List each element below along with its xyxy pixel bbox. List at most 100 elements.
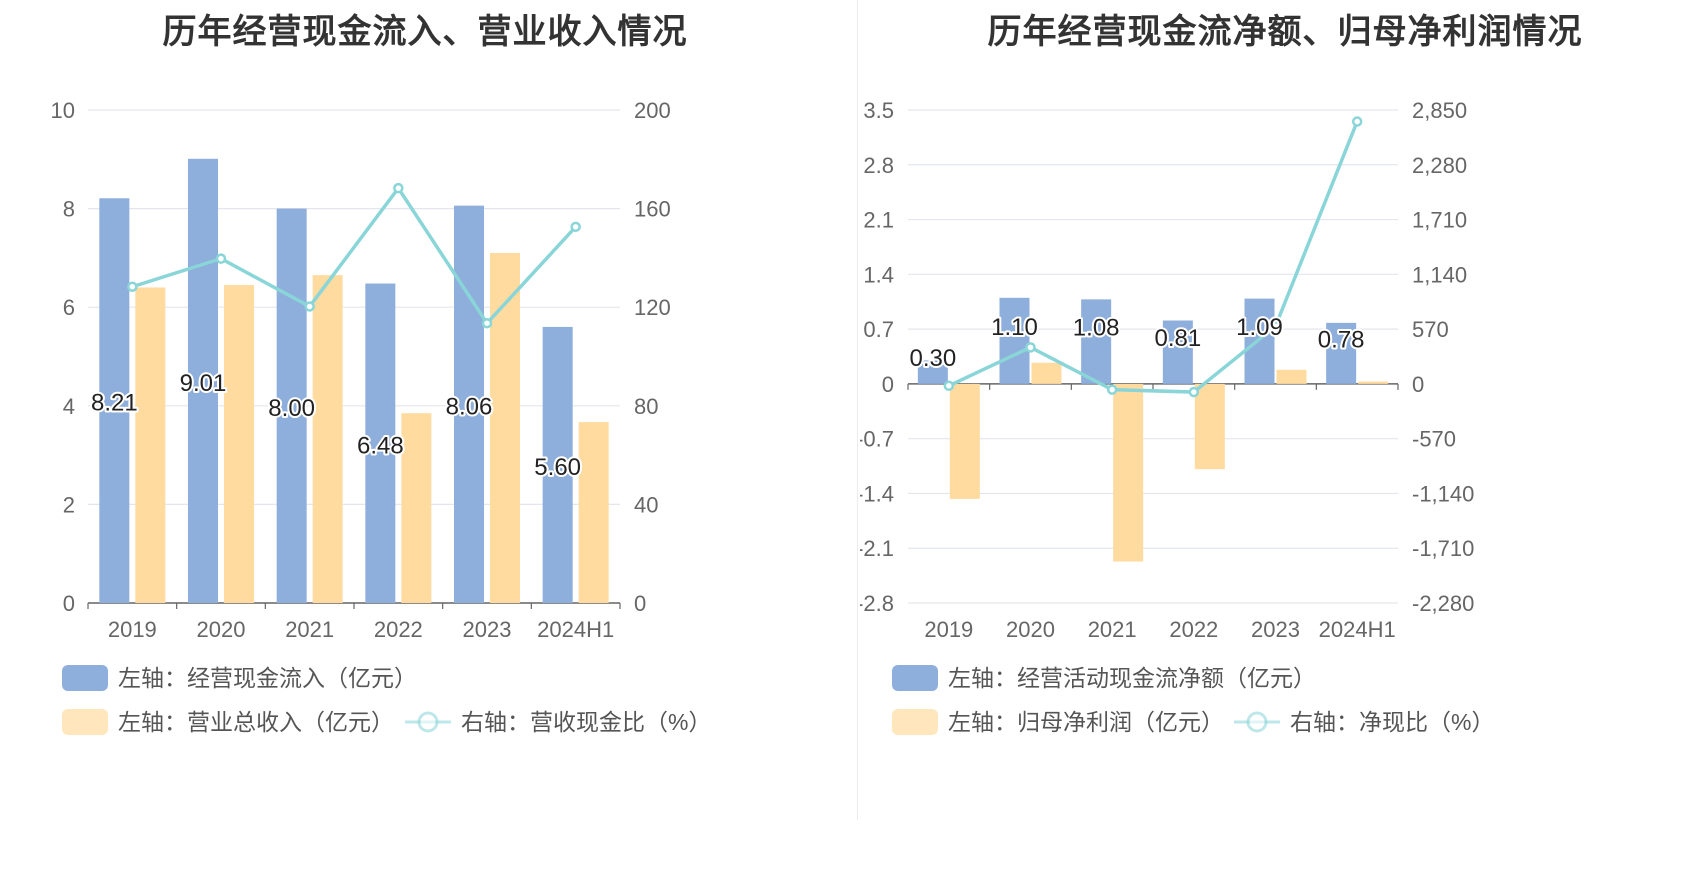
x-category-label: 2021 [1088, 617, 1137, 642]
data-label: 1.08 [1073, 315, 1120, 342]
line-point [393, 182, 404, 194]
legend-label: 左轴：经营现金流入（亿元） [118, 665, 417, 691]
bar-secondary [1194, 383, 1225, 470]
line-point [481, 317, 493, 329]
line-point [1106, 384, 1118, 395]
data-label: 9.01 [180, 370, 227, 397]
y-right-tick-label: 40 [634, 492, 658, 517]
data-label: 8.06 [446, 393, 493, 420]
y-right-tick-label: -1,710 [1412, 536, 1474, 561]
y-right-tick-label: -1,140 [1412, 481, 1474, 506]
data-label: 5.60 [534, 454, 581, 481]
x-category-label: 2019 [924, 617, 973, 642]
legend-swatch-primary [62, 665, 108, 691]
x-category-label: 2023 [463, 617, 512, 642]
x-category-label: 2023 [1251, 617, 1300, 642]
bar-primary [542, 326, 573, 603]
bar-primary [188, 158, 218, 603]
bar-primary [99, 198, 130, 603]
x-category-label: 2020 [197, 617, 246, 642]
y-right-tick-label: 160 [634, 197, 671, 222]
y-right-tick-label: 200 [634, 98, 671, 123]
data-label: 0.30 [909, 345, 956, 372]
legend-swatch-secondary [892, 709, 938, 735]
y-right-tick-label: 1,710 [1412, 208, 1467, 233]
y-left-tick-label: 6 [63, 295, 75, 320]
y-left-tick-label: 2.8 [863, 153, 894, 178]
line-point [570, 221, 581, 233]
line-point [215, 253, 227, 264]
bar-secondary [949, 383, 980, 499]
legend-label: 左轴：归母净利润（亿元） [948, 709, 1224, 735]
bar-primary [365, 283, 396, 603]
y-left-tick-label: -1.4 [860, 481, 894, 506]
series-line [948, 120, 1359, 394]
y-left-tick-label: 0 [63, 591, 75, 616]
data-label: 8.21 [91, 390, 138, 417]
y-left-tick-label: 3.5 [863, 98, 894, 123]
data-label: 8.00 [268, 395, 315, 422]
legend-swatch-marker [1246, 711, 1268, 733]
bar-secondary [1031, 362, 1062, 384]
legend-label: 左轴：经营活动现金流净额（亿元） [948, 665, 1316, 691]
line-point [1351, 116, 1363, 127]
chart-title: 历年经营现金流净额、归母净利润情况 [987, 13, 1583, 51]
line-point [304, 301, 315, 312]
line-point [1270, 320, 1281, 332]
bar-primary [999, 297, 1030, 384]
y-left-tick-label: 1.4 [863, 262, 894, 287]
bar-primary [1162, 320, 1193, 384]
line-point [1025, 342, 1036, 353]
y-left-tick-label: 0.7 [863, 317, 894, 342]
bar-secondary [490, 252, 520, 603]
y-right-tick-label: 2,280 [1412, 153, 1467, 178]
chart-canvas: 0 0 2 40 4 80 6 120 8 160 10 200 2019 2020 2021 2022 202… [51, 98, 711, 735]
y-left-tick-label: 2.1 [863, 208, 894, 233]
data-label: 1.10 [991, 314, 1038, 341]
bar-secondary [1358, 381, 1389, 384]
legend-swatch-primary [892, 665, 938, 691]
x-category-label: 2019 [108, 617, 157, 642]
x-category-label: 2024H1 [537, 617, 614, 642]
x-category-label: 2021 [285, 617, 334, 642]
y-left-tick-label: -2.1 [860, 536, 894, 561]
data-label: 1.09 [1236, 314, 1283, 341]
y-left-tick-label: 2 [63, 492, 75, 517]
bar-secondary [1276, 369, 1307, 384]
x-category-label: 2022 [1169, 617, 1218, 642]
bar-secondary [135, 287, 166, 603]
panel-divider [857, 0, 858, 820]
legend-label: 左轴：营业总收入（亿元） [118, 709, 394, 735]
legend-swatch-secondary [62, 709, 108, 735]
bar-primary [276, 208, 307, 603]
legend-label: 右轴：营收现金比（%） [461, 709, 711, 735]
data-label: 6.48 [357, 432, 404, 459]
x-category-label: 2020 [1006, 617, 1055, 642]
y-left-tick-label: 4 [63, 394, 75, 419]
chart-canvas: -2.8-2,280-2.1-1,710-1.4-1,140-0.7-57000… [860, 98, 1494, 735]
y-right-tick-label: 2,850 [1412, 98, 1467, 123]
x-category-label: 2022 [374, 617, 423, 642]
legend-swatch-marker [417, 711, 439, 733]
right-chart-panel: 历年经营现金流净额、归母净利润情况 -2.8 -2,280 -2.1 -1,710 -1… [860, 0, 1700, 874]
legend-label: 右轴：净现比（%） [1290, 709, 1494, 735]
y-left-tick-label: 8 [63, 197, 75, 222]
chart-title: 历年经营现金流入、营业收入情况 [162, 13, 688, 51]
series-line [131, 185, 577, 327]
y-right-tick-label: 570 [1412, 317, 1449, 342]
left-chart-panel: 历年经营现金流入、营业收入情况 0 0 2 40 4 80 6 120 8 160 10 200 201… [51, 13, 711, 735]
y-left-tick-label: 0 [882, 372, 894, 397]
y-right-tick-label: 0 [1412, 372, 1424, 397]
bar-secondary [1113, 383, 1144, 562]
y-right-tick-label: -2,280 [1412, 591, 1474, 616]
y-left-tick-label: 10 [51, 98, 75, 123]
line-point [127, 281, 138, 292]
bar-primary [1081, 299, 1112, 384]
data-label: 0.78 [1318, 326, 1365, 353]
bar-secondary [401, 413, 432, 603]
bar-secondary [578, 422, 609, 603]
data-label: 0.81 [1154, 325, 1201, 352]
bar-primary [917, 360, 948, 384]
line-point [943, 380, 955, 392]
bar-secondary [224, 285, 254, 603]
